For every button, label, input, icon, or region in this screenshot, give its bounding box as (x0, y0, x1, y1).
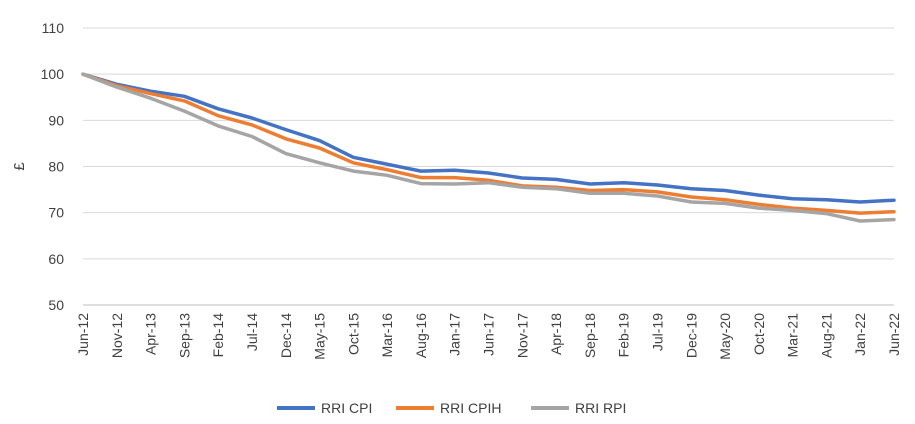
series-line-3 (81, 72, 896, 223)
gridlines (83, 27, 894, 260)
x-tick-label: Oct-20 (751, 313, 767, 355)
x-tick-label: Mar-16 (379, 313, 395, 358)
x-tick-label: May-20 (717, 313, 733, 360)
x-tick-label: Jan-22 (852, 313, 868, 356)
y-tick-label: 50 (48, 297, 64, 313)
y-tick-label: 90 (48, 112, 64, 128)
x-tick-label: Sep-18 (582, 313, 598, 358)
x-tick-label: Dec-19 (683, 313, 699, 358)
legend-label: RRI CPIH (440, 400, 501, 416)
x-axis-ticks: Jun-12 Nov-12 Apr-13 Sep-13 Feb-14 Jul-14 Dec-… (75, 313, 902, 360)
x-tick-label: Apr-13 (143, 313, 159, 355)
y-axis-ticks: 50 60 70 80 90 100 110 (41, 20, 65, 313)
legend-label: RRI RPI (575, 400, 626, 416)
x-tick-label: Feb-19 (616, 313, 632, 358)
x-tick-label: Aug-16 (413, 313, 429, 358)
x-tick-label: Jan-17 (447, 313, 463, 356)
y-axis-title: £ (11, 162, 28, 171)
x-tick-label: Jul-14 (244, 313, 260, 351)
x-tick-label: Jun-17 (481, 313, 497, 356)
x-tick-label: Aug-21 (818, 313, 834, 358)
series-line-1 (81, 72, 896, 204)
x-tick-label: Dec-14 (278, 313, 294, 358)
x-tick-label: Oct-15 (345, 313, 361, 355)
y-tick-label: 70 (48, 205, 64, 221)
x-tick-label: Feb-14 (210, 313, 226, 358)
x-tick-label: May-15 (312, 313, 328, 360)
x-tick-label: Jun-12 (75, 313, 91, 356)
x-tick-label: Nov-17 (514, 313, 530, 358)
x-tick-label: Mar-21 (785, 313, 801, 358)
x-tick-label: Nov-12 (109, 313, 125, 358)
x-tick-label: Sep-13 (176, 313, 192, 358)
y-tick-label: 100 (41, 66, 65, 82)
series-lines (81, 72, 896, 223)
legend: RRI CPI RRI CPIH RRI RPI (277, 400, 626, 416)
y-tick-label: 110 (42, 20, 65, 36)
legend-label: RRI CPI (321, 400, 372, 416)
x-tick-label: Jun-22 (886, 313, 902, 356)
y-tick-label: 80 (48, 159, 64, 175)
y-tick-label: 60 (48, 251, 64, 267)
series-line-2 (81, 72, 896, 215)
x-tick-label: Jul-19 (649, 313, 665, 351)
x-tick-label: Apr-18 (548, 313, 564, 355)
